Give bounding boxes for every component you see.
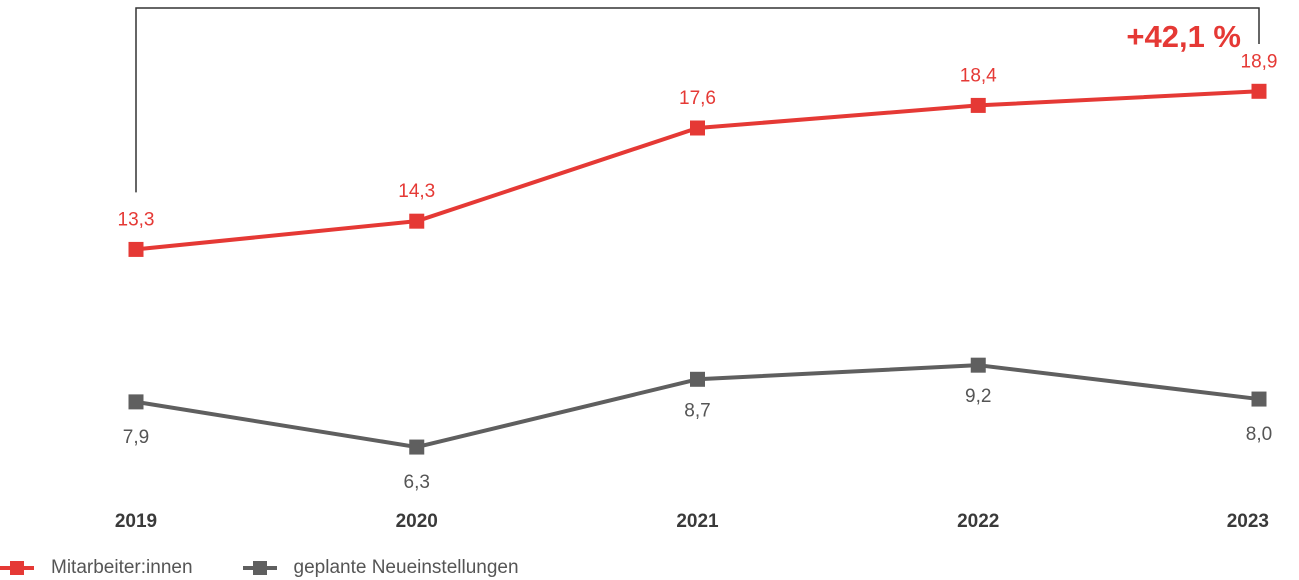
data-label-1-2023: 18,9: [1241, 51, 1278, 72]
data-point-1-2023: [1251, 83, 1267, 99]
data-label-2-2020: 6,3: [404, 472, 430, 493]
x-tick-label-2020: 2020: [396, 511, 438, 532]
legend-item-neueinstellungen: geplante Neueinstellungen: [242, 557, 519, 579]
legend-item-mitarbeiter: Mitarbeiter:innen: [0, 557, 193, 579]
legend-label-neueinstellungen: geplante Neueinstellungen: [293, 557, 519, 578]
data-label-1-2022: 18,4: [960, 65, 997, 86]
data-point-2-2022: [970, 357, 986, 373]
legend-square-mitarbeiter: [10, 561, 24, 575]
growth-bracket: [135, 7, 1260, 193]
data-point-2-2021: [690, 371, 705, 387]
data-label-2-2022: 9,2: [965, 386, 991, 407]
legend-marker-mitarbeiter-icon: [0, 560, 34, 576]
data-point-1-2019: [128, 241, 144, 257]
x-tick-label-2019: 2019: [115, 511, 157, 532]
data-label-2-2021: 8,7: [684, 400, 710, 421]
legend-marker-neueinstellungen-icon: [242, 560, 277, 576]
data-point-2-2019: [128, 394, 144, 410]
data-label-1-2021: 17,6: [679, 88, 716, 109]
data-point-1-2020: [409, 213, 425, 229]
x-tick-label-2022: 2022: [957, 511, 999, 532]
data-point-1-2021: [690, 120, 705, 136]
data-point-2-2020: [409, 439, 425, 455]
growth-annotation: +42,1 %: [1126, 19, 1241, 54]
data-label-2-2023: 8,0: [1246, 424, 1272, 445]
legend-label-mitarbeiter: Mitarbeiter:innen: [51, 557, 193, 578]
data-point-1-2022: [970, 97, 986, 113]
x-tick-label-2023: 2023: [1227, 511, 1269, 532]
series-line-1: [135, 89, 1260, 252]
data-label-2-2019: 7,9: [123, 427, 149, 448]
data-point-2-2023: [1251, 391, 1267, 407]
data-label-1-2020: 14,3: [398, 181, 435, 202]
data-label-1-2019: 13,3: [118, 209, 155, 230]
legend-square-neueinstellungen: [252, 561, 267, 575]
legend: Mitarbeiter:innen geplante Neueinstellun…: [0, 556, 569, 580]
x-tick-label-2021: 2021: [676, 511, 719, 532]
